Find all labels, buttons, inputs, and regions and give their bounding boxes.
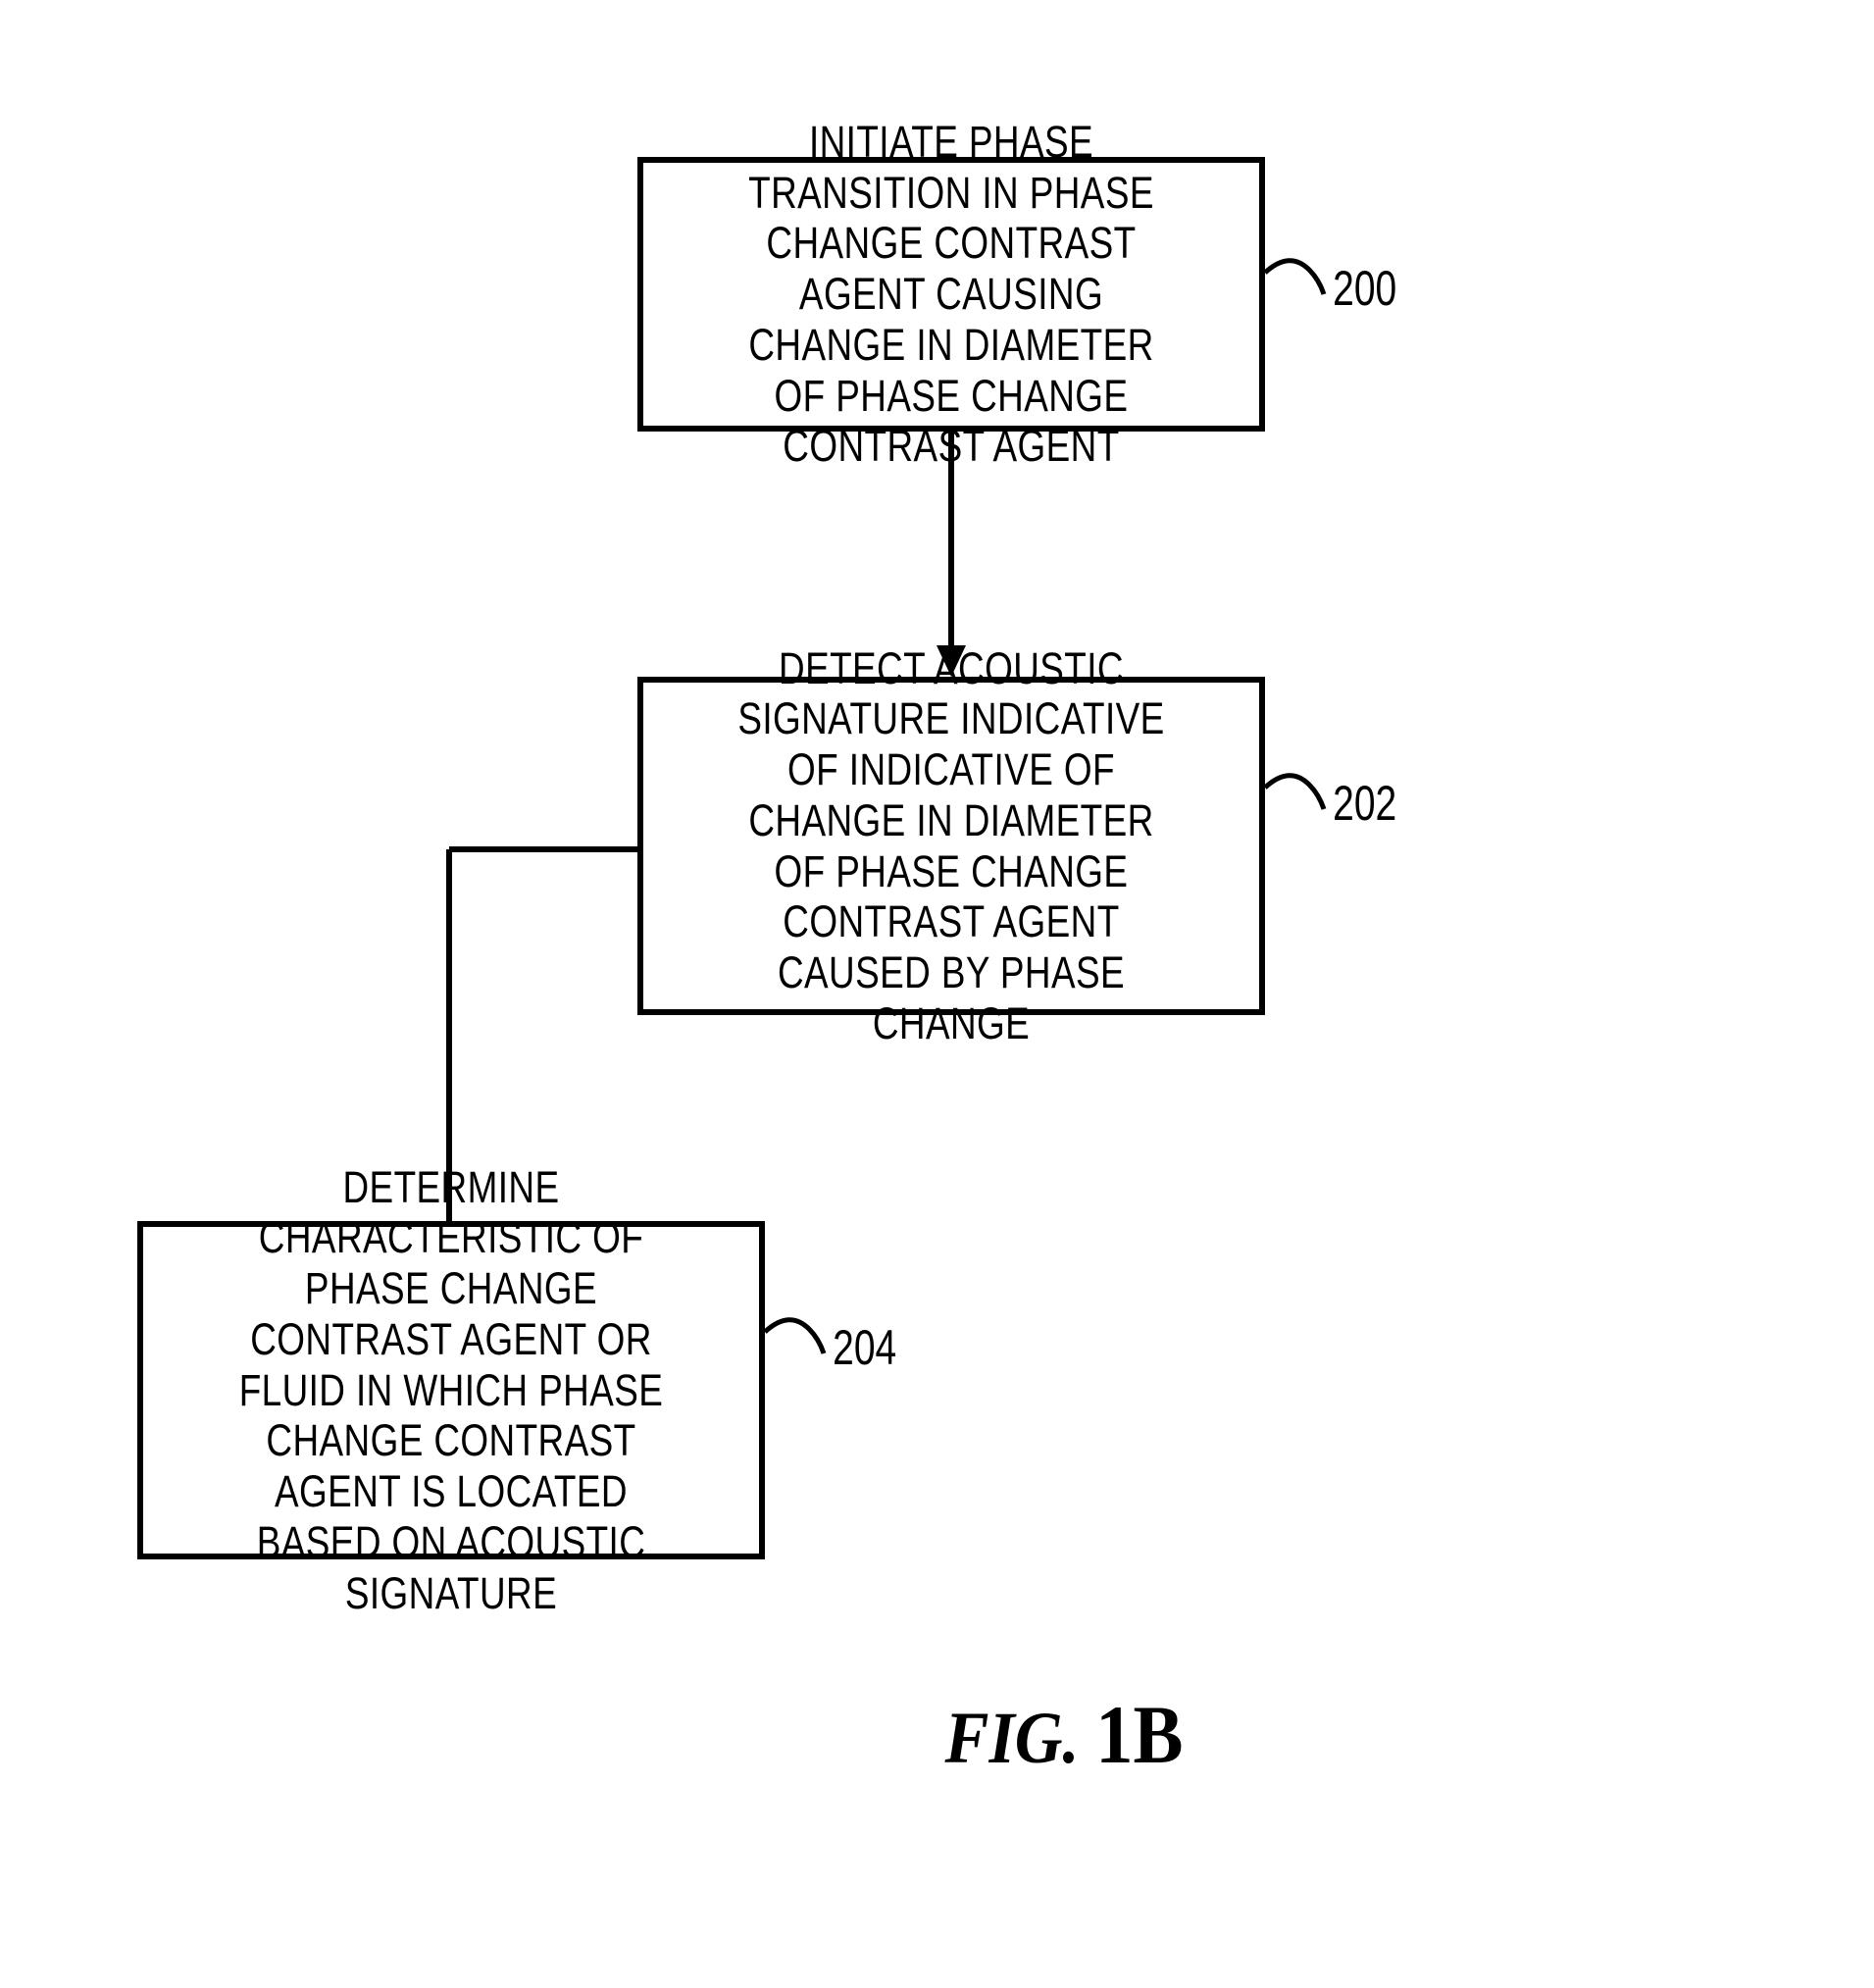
node-text-204: DETERMINE CHARACTERISTIC OF PHASE CHANGE… — [223, 1162, 680, 1619]
node-text-202: DETECT ACOUSTIC SIGNATURE INDICATIVE OF … — [723, 643, 1180, 1049]
label-connector-204 — [765, 1304, 834, 1363]
label-connector-202 — [1265, 760, 1334, 819]
figure-prefix: FIG. — [945, 1698, 1080, 1779]
node-label-200: 200 — [1333, 260, 1396, 317]
figure-label: FIG. 1B — [945, 1687, 1184, 1783]
node-label-204: 204 — [833, 1319, 896, 1376]
flowchart-node-202: DETECT ACOUSTIC SIGNATURE INDICATIVE OF … — [637, 677, 1265, 1015]
flowchart-node-200: INITIATE PHASE TRANSITION IN PHASE CHANG… — [637, 157, 1265, 432]
node-text-200: INITIATE PHASE TRANSITION IN PHASE CHANG… — [723, 117, 1180, 472]
label-connector-200 — [1265, 245, 1334, 304]
figure-number: 1B — [1095, 1689, 1183, 1781]
flowchart-node-204: DETERMINE CHARACTERISTIC OF PHASE CHANGE… — [137, 1221, 765, 1559]
node-label-202: 202 — [1333, 775, 1396, 832]
